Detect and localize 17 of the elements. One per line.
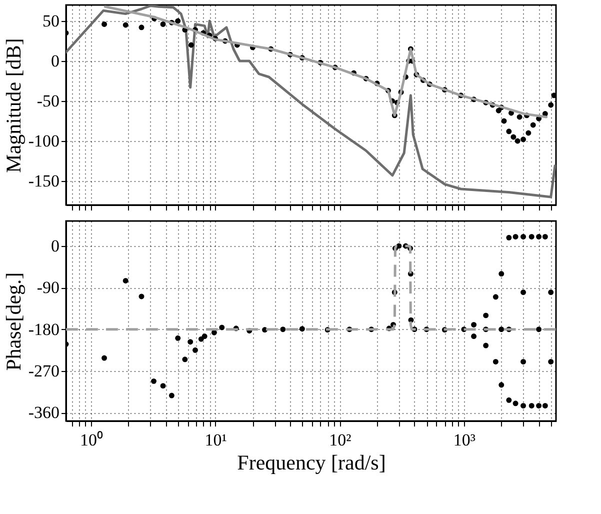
x-axis-title: Frequency [rad/s] (237, 450, 386, 474)
y-tick-label: 50 (42, 12, 60, 30)
y-tick-label: 0 (51, 236, 60, 256)
y-axis-title: Phase[deg.] (1, 272, 26, 371)
y-tick-label: -270 (28, 362, 60, 380)
y-tick-label: 0 (51, 52, 60, 70)
y-tick-label: -150 (28, 172, 60, 190)
x-tick-label: 10² (329, 430, 352, 450)
x-tick-label: 10¹ (204, 430, 227, 450)
y-axis-title: Magnitude [dB] (1, 38, 26, 173)
y-tick-label: -90 (36, 278, 60, 298)
y-tick-label: -180 (28, 320, 60, 339)
x-tick-label: 10⁰ (80, 430, 103, 450)
y-tick-label: -100 (28, 132, 60, 150)
x-tick-label: 10³ (453, 430, 476, 450)
y-tick-label: -50 (36, 92, 60, 110)
y-tick-label: -360 (28, 403, 60, 422)
